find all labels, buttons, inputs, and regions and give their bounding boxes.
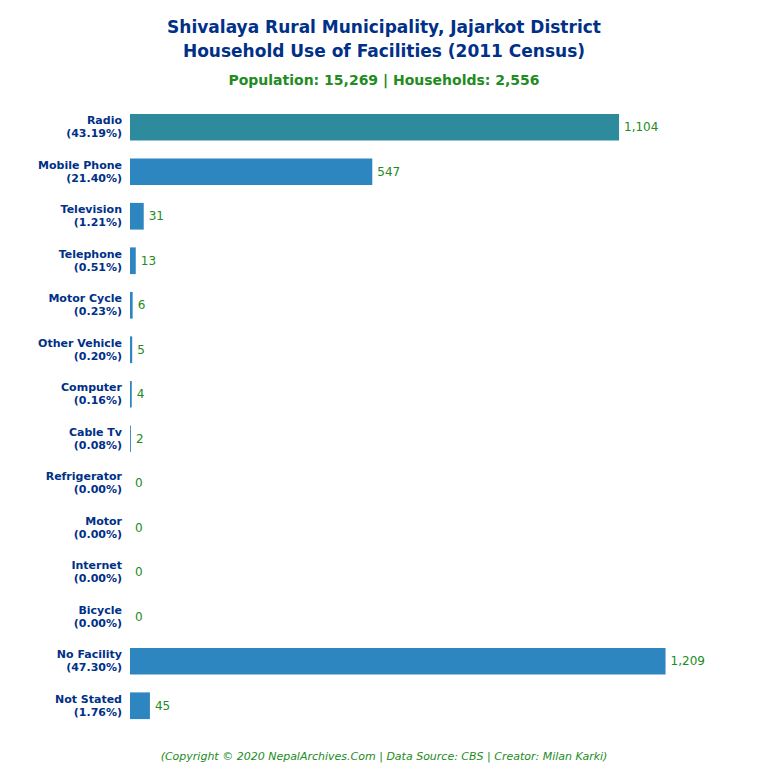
svg-text:0: 0 bbox=[135, 610, 143, 624]
svg-text:2: 2 bbox=[136, 432, 144, 446]
svg-text:Household Use of Facilities (2: Household Use of Facilities (2011 Census… bbox=[183, 41, 585, 61]
svg-text:(0.16%): (0.16%) bbox=[74, 394, 122, 407]
svg-text:0: 0 bbox=[135, 521, 143, 535]
svg-text:Telephone: Telephone bbox=[59, 248, 122, 261]
svg-text:13: 13 bbox=[141, 254, 156, 268]
svg-text:0: 0 bbox=[135, 565, 143, 579]
svg-text:No Facility: No Facility bbox=[57, 648, 122, 661]
svg-text:1,209: 1,209 bbox=[671, 654, 705, 668]
svg-text:(1.21%): (1.21%) bbox=[74, 216, 122, 229]
svg-text:Television: Television bbox=[61, 203, 122, 216]
svg-text:45: 45 bbox=[155, 699, 170, 713]
svg-text:(47.30%): (47.30%) bbox=[66, 661, 122, 674]
svg-text:(0.23%): (0.23%) bbox=[74, 305, 122, 318]
svg-text:Not Stated: Not Stated bbox=[55, 693, 122, 706]
svg-text:Motor: Motor bbox=[85, 515, 122, 528]
svg-text:Other Vehicle: Other Vehicle bbox=[38, 337, 122, 350]
svg-text:(0.20%): (0.20%) bbox=[74, 350, 122, 363]
svg-text:1,104: 1,104 bbox=[624, 120, 658, 134]
svg-text:(21.40%): (21.40%) bbox=[66, 172, 122, 185]
svg-text:(Copyright © 2020 NepalArchive: (Copyright © 2020 NepalArchives.Com | Da… bbox=[161, 750, 608, 763]
svg-text:(1.76%): (1.76%) bbox=[74, 706, 122, 719]
svg-text:Refrigerator: Refrigerator bbox=[46, 470, 123, 483]
svg-text:4: 4 bbox=[137, 387, 145, 401]
svg-text:547: 547 bbox=[377, 165, 400, 179]
svg-text:Mobile Phone: Mobile Phone bbox=[38, 159, 122, 172]
svg-text:Population: 15,269 | Household: Population: 15,269 | Households: 2,556 bbox=[228, 72, 539, 89]
svg-text:(0.00%): (0.00%) bbox=[74, 572, 122, 585]
svg-text:(0.00%): (0.00%) bbox=[74, 528, 122, 541]
svg-text:Computer: Computer bbox=[61, 381, 123, 394]
svg-text:Motor Cycle: Motor Cycle bbox=[48, 292, 122, 305]
svg-text:5: 5 bbox=[137, 343, 145, 357]
svg-text:(0.00%): (0.00%) bbox=[74, 617, 122, 630]
svg-text:0: 0 bbox=[135, 476, 143, 490]
svg-text:31: 31 bbox=[149, 209, 164, 223]
svg-text:Bicycle: Bicycle bbox=[78, 604, 122, 617]
svg-text:Radio: Radio bbox=[87, 114, 123, 127]
svg-text:(0.51%): (0.51%) bbox=[74, 261, 122, 274]
svg-text:Shivalaya Rural Municipality,: Shivalaya Rural Municipality, Jajarkot D… bbox=[167, 17, 601, 37]
svg-text:6: 6 bbox=[138, 298, 146, 312]
svg-text:(0.00%): (0.00%) bbox=[74, 483, 122, 496]
svg-text:(43.19%): (43.19%) bbox=[66, 127, 122, 140]
svg-text:Internet: Internet bbox=[71, 559, 122, 572]
svg-text:(0.08%): (0.08%) bbox=[74, 439, 122, 452]
svg-text:Cable Tv: Cable Tv bbox=[69, 426, 123, 439]
